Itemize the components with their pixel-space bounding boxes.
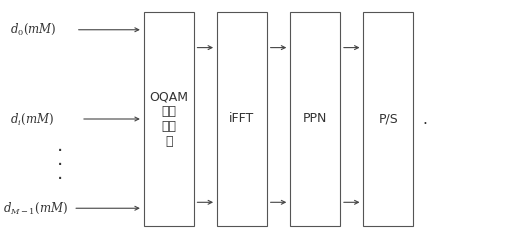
Text: $d_0(mM)$: $d_0(mM)$: [10, 22, 57, 37]
Text: iFFT: iFFT: [229, 113, 255, 125]
Text: ·: ·: [57, 170, 63, 189]
Bar: [217, 12, 267, 226]
Text: P/S: P/S: [379, 113, 398, 125]
Text: $d_{M-1}(mM)$: $d_{M-1}(mM)$: [3, 201, 67, 216]
Text: ·: ·: [57, 142, 63, 161]
Text: PPN: PPN: [303, 113, 327, 125]
Bar: [290, 12, 340, 226]
Text: $d_i(mM)$: $d_i(mM)$: [10, 111, 54, 127]
Bar: [363, 12, 413, 226]
Text: OQAM
预处
理模
块: OQAM 预处 理模 块: [149, 90, 188, 148]
Bar: [144, 12, 194, 226]
Text: ·: ·: [57, 156, 63, 175]
Text: .: .: [423, 111, 427, 127]
